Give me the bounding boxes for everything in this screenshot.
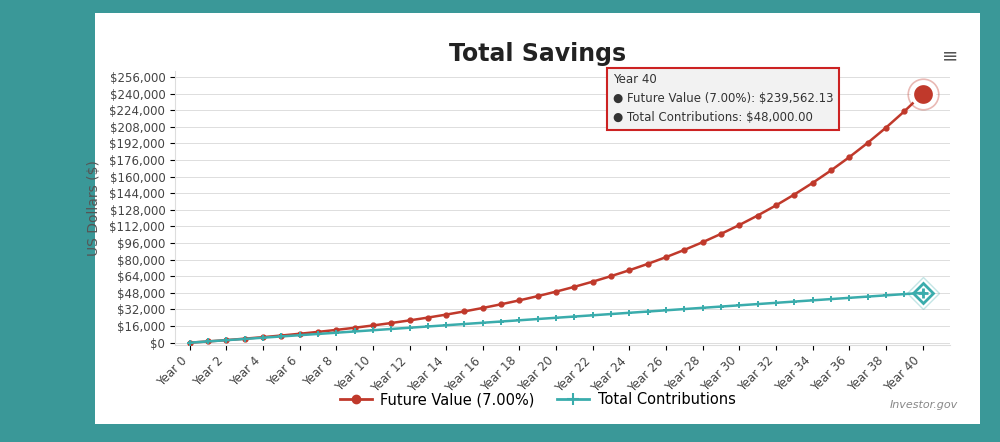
Text: ≡: ≡: [942, 46, 958, 65]
Text: Total Savings: Total Savings: [449, 42, 626, 66]
Text: Investor.gov: Investor.gov: [890, 400, 958, 410]
Legend: Future Value (7.00%), Total Contributions: Future Value (7.00%), Total Contribution…: [334, 386, 741, 413]
Y-axis label: US Dollars ($): US Dollars ($): [87, 160, 101, 255]
Text: Year 40
● Future Value (7.00%): $239,562.13
● Total Contributions: $48,000.00: Year 40 ● Future Value (7.00%): $239,562…: [613, 73, 833, 125]
